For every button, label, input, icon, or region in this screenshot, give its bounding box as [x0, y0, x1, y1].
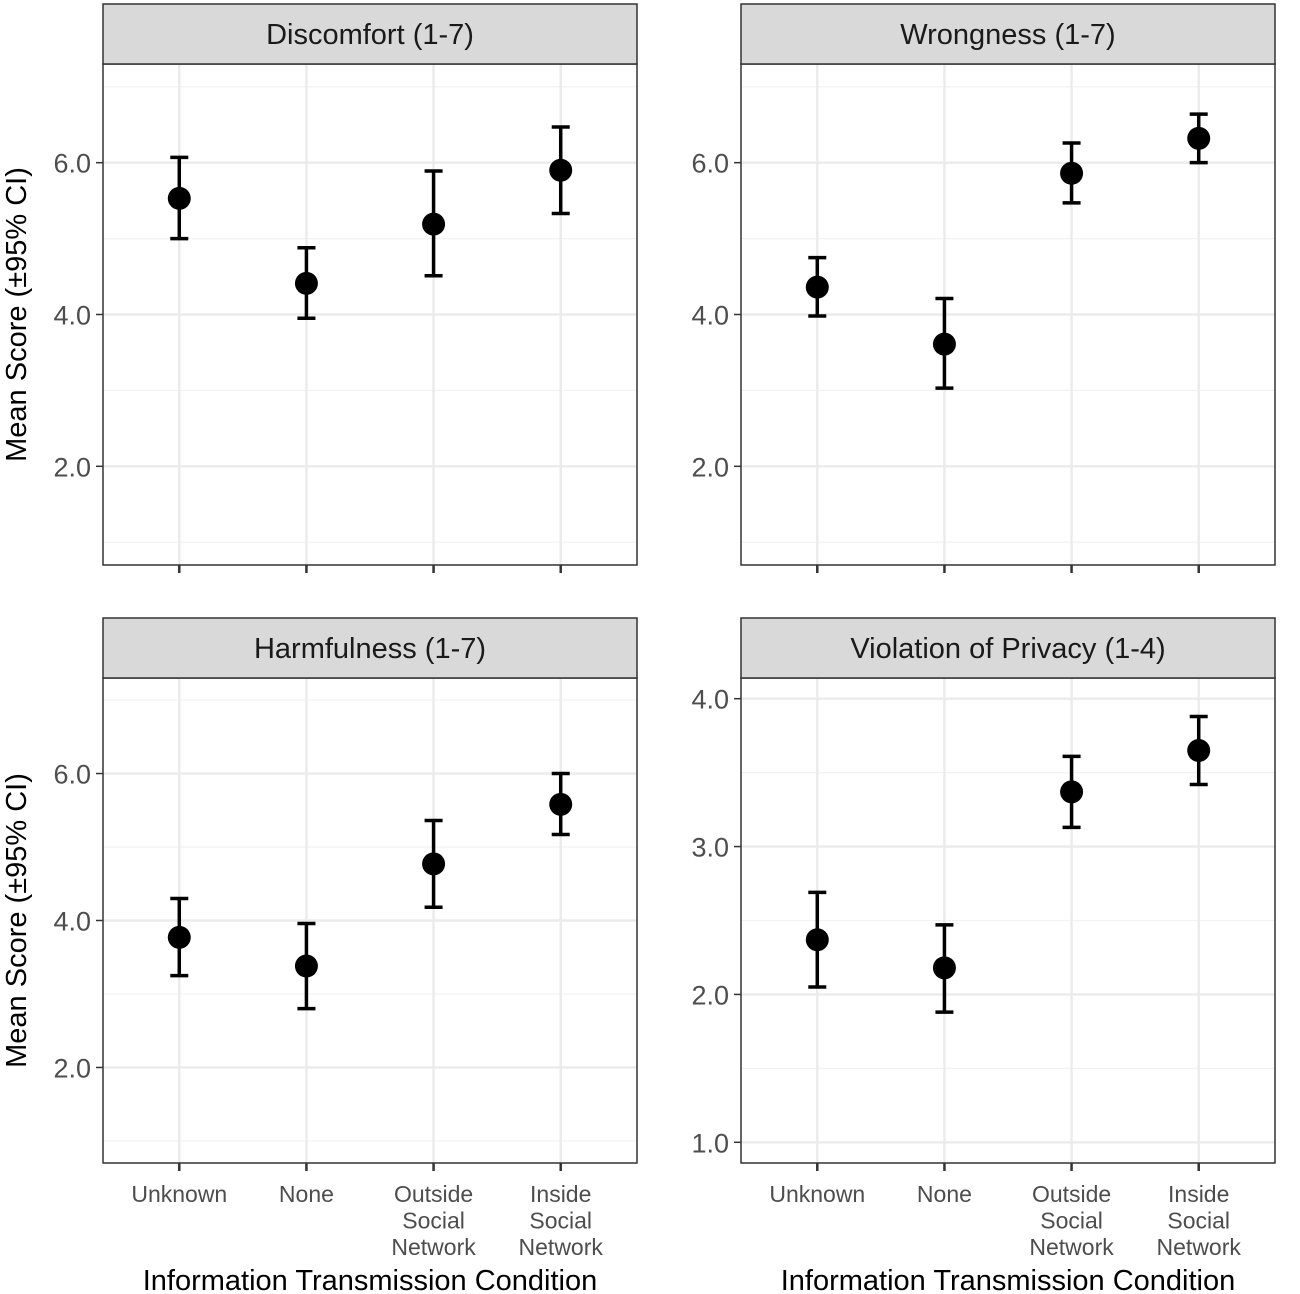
- facet-strip: [740, 617, 1276, 679]
- facet-panel-1: Discomfort (1-7) 2.0 4.0 6.0 Mean Score (±95…: [1, 3, 638, 573]
- y-tick-label: 2.0: [691, 980, 729, 1010]
- y-tick-label: 1.0: [691, 1128, 729, 1158]
- data-point-2: [294, 954, 318, 978]
- facet-panel-2: Wrongness (1-7) 2.0 4.0 6.0: [691, 3, 1276, 573]
- x-tick-label: Outside: [394, 1181, 473, 1207]
- data-point-4: [1187, 738, 1211, 762]
- y-tick-label: 4.0: [53, 907, 91, 937]
- y-tick-label: 6.0: [691, 149, 729, 179]
- data-point-4: [549, 158, 573, 182]
- x-tick-label: Unknown: [769, 1181, 865, 1207]
- x-tick-label: Outside: [1032, 1181, 1111, 1207]
- y-tick-label: 2.0: [53, 452, 91, 482]
- y-tick-label: 6.0: [53, 149, 91, 179]
- x-tick-label: Network: [1029, 1234, 1114, 1260]
- y-tick-label: 2.0: [691, 452, 729, 482]
- y-tick-label: 4.0: [691, 685, 729, 715]
- data-point-2: [294, 271, 318, 295]
- facet-title: Harmfulness (1-7): [254, 633, 486, 665]
- facet-strip: [102, 3, 638, 65]
- facet-strip: [102, 617, 638, 679]
- facet-strip: [740, 3, 1276, 65]
- data-point-1: [167, 925, 191, 949]
- x-axis-title: Information Transmission Condition: [781, 1265, 1236, 1294]
- facet-title: Wrongness (1-7): [900, 19, 1115, 51]
- data-point-3: [1060, 161, 1084, 185]
- y-tick-label: 4.0: [691, 301, 729, 331]
- x-tick-label: None: [279, 1181, 334, 1207]
- data-point-1: [805, 275, 829, 299]
- x-axis-title: Information Transmission Condition: [143, 1265, 598, 1294]
- x-tick-label: Social: [402, 1208, 465, 1234]
- facet-panel-4: Violation of Privacy (1-4) 1.0 2.0 3.0 4.0 Un…: [691, 617, 1276, 1294]
- y-axis-title: Mean Score (±95% CI): [1, 773, 33, 1068]
- data-point-2: [932, 332, 956, 356]
- data-point-3: [422, 212, 446, 236]
- x-tick-label: Inside: [1168, 1181, 1229, 1207]
- x-tick-label: None: [917, 1181, 972, 1207]
- y-tick-label: 4.0: [53, 301, 91, 331]
- facet-panel-3: Harmfulness (1-7) 2.0 4.0 6.0 Unknown None Out…: [1, 617, 638, 1294]
- x-tick-label: Social: [529, 1208, 592, 1234]
- x-tick-label: Inside: [530, 1181, 591, 1207]
- data-point-4: [549, 792, 573, 816]
- y-tick-label: 2.0: [53, 1053, 91, 1083]
- data-point-4: [1187, 126, 1211, 150]
- y-tick-label: 6.0: [53, 760, 91, 790]
- x-tick-label: Network: [519, 1234, 604, 1260]
- y-axis-title: Mean Score (±95% CI): [1, 167, 33, 462]
- data-point-2: [932, 956, 956, 980]
- data-point-3: [422, 852, 446, 876]
- x-tick-label: Network: [391, 1234, 476, 1260]
- y-tick-label: 3.0: [691, 833, 729, 863]
- facet-title: Violation of Privacy (1-4): [850, 633, 1165, 665]
- data-point-1: [167, 186, 191, 210]
- x-tick-label: Network: [1157, 1234, 1242, 1260]
- facet-title: Discomfort (1-7): [266, 19, 474, 51]
- data-point-3: [1060, 780, 1084, 804]
- x-tick-label: Unknown: [131, 1181, 227, 1207]
- data-point-1: [805, 928, 829, 952]
- x-tick-label: Social: [1040, 1208, 1103, 1234]
- x-tick-label: Social: [1167, 1208, 1230, 1234]
